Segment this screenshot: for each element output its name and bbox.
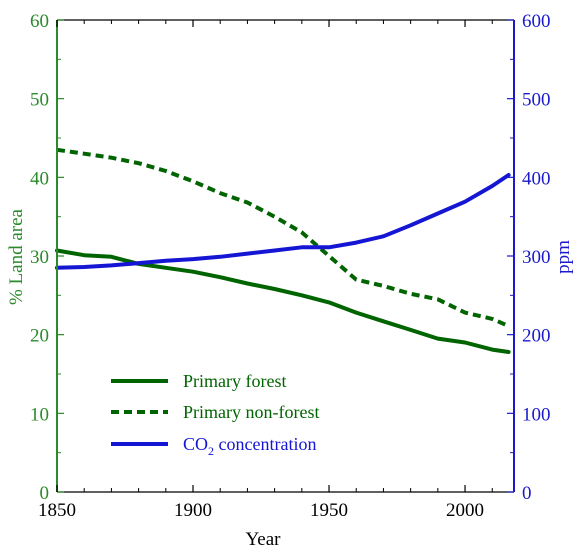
left-axis-title: % Land area [6, 208, 27, 305]
right-y-tick-label: 0 [522, 483, 532, 504]
left-y-tick-label: 30 [30, 247, 49, 268]
legend-label-0: Primary forest [183, 371, 286, 391]
left-y-tick-label: 10 [30, 404, 49, 425]
right-y-tick-label: 300 [522, 247, 551, 268]
right-y-tick-label: 500 [522, 90, 551, 111]
right-axis-title: ppm [553, 240, 574, 274]
legend-label-2: CO2 concentration [183, 434, 316, 458]
series-line-2 [55, 173, 511, 270]
x-tick-label: 1850 [38, 500, 76, 521]
legend-label-1: Primary non-forest [183, 402, 319, 422]
left-y-tick-label: 20 [30, 326, 49, 347]
x-tick-label: 1950 [310, 500, 348, 521]
left-y-tick-label: 60 [30, 11, 49, 32]
x-tick-label: 1900 [174, 500, 212, 521]
x-tick-label: 2000 [446, 500, 484, 521]
left-y-tick-label: 0 [40, 483, 50, 504]
right-y-tick-label: 100 [522, 404, 551, 425]
right-y-tick-label: 600 [522, 11, 551, 32]
right-y-tick-label: 400 [522, 168, 551, 189]
series-layer [55, 147, 511, 354]
right-y-tick-label: 200 [522, 326, 551, 347]
series-line-1 [56, 147, 510, 328]
legend: Primary forest Primary non-forest CO2 conc… [111, 371, 319, 458]
x-axis-title: Year [245, 529, 281, 550]
left-y-tick-label: 40 [30, 168, 49, 189]
left-y-tick-label: 50 [30, 90, 49, 111]
